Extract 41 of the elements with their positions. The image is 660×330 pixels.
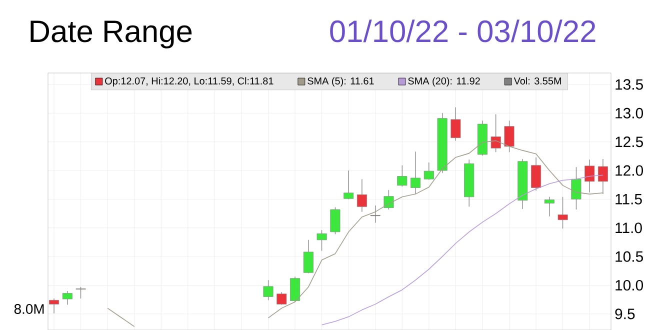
candlestick <box>76 286 86 299</box>
y-tick-label: 10.0 <box>616 280 644 291</box>
candlestick <box>316 230 327 252</box>
candlestick <box>276 292 287 306</box>
text: 8.0M <box>14 304 44 314</box>
candlestick <box>49 298 60 314</box>
candlestick <box>330 206 340 234</box>
candlestick <box>344 170 354 200</box>
legend-label: SMA (5): 11.61 <box>308 77 374 86</box>
candlestick <box>62 290 72 306</box>
legend-label: Op:12.07, Hi:12.20, Lo:11.59, Cl:11.81 <box>105 77 274 86</box>
candlestick <box>303 240 314 274</box>
legend-label: Vol: 3.55M <box>514 77 561 85</box>
candlestick <box>410 151 421 194</box>
candlestick <box>544 196 554 217</box>
candlestick <box>424 162 434 180</box>
candlestick <box>504 120 514 152</box>
candlestick <box>290 276 300 302</box>
y-tick-label: 13.0 <box>616 108 644 118</box>
candlestick <box>397 165 408 187</box>
chart-title: Date Range <box>30 20 192 48</box>
y-tick-label: 10.5 <box>616 251 643 262</box>
y-tick-label: 11.0 <box>616 222 642 234</box>
candlestick <box>384 190 394 210</box>
y-tick-label: 9.5 <box>615 308 635 320</box>
candlestick <box>571 166 582 210</box>
candlestick <box>356 178 367 212</box>
chart-subtitle: 01/10/22 - 03/10/22 <box>330 20 596 42</box>
candlestick <box>450 107 461 141</box>
legend-label: SMA (20): 11.92 <box>408 77 480 86</box>
y-tick-label: 13.5 <box>616 79 643 90</box>
candlestick <box>598 158 608 194</box>
y-tick-label: 11.5 <box>616 194 642 204</box>
y-tick-label: 12.5 <box>616 136 643 148</box>
y-tick-label: 12.0 <box>616 165 644 176</box>
candlestick <box>370 205 380 224</box>
candlestick <box>531 157 542 191</box>
candlestick <box>490 114 501 152</box>
candlestick <box>584 159 595 193</box>
candlestick <box>263 280 274 300</box>
candlestick <box>558 196 568 229</box>
